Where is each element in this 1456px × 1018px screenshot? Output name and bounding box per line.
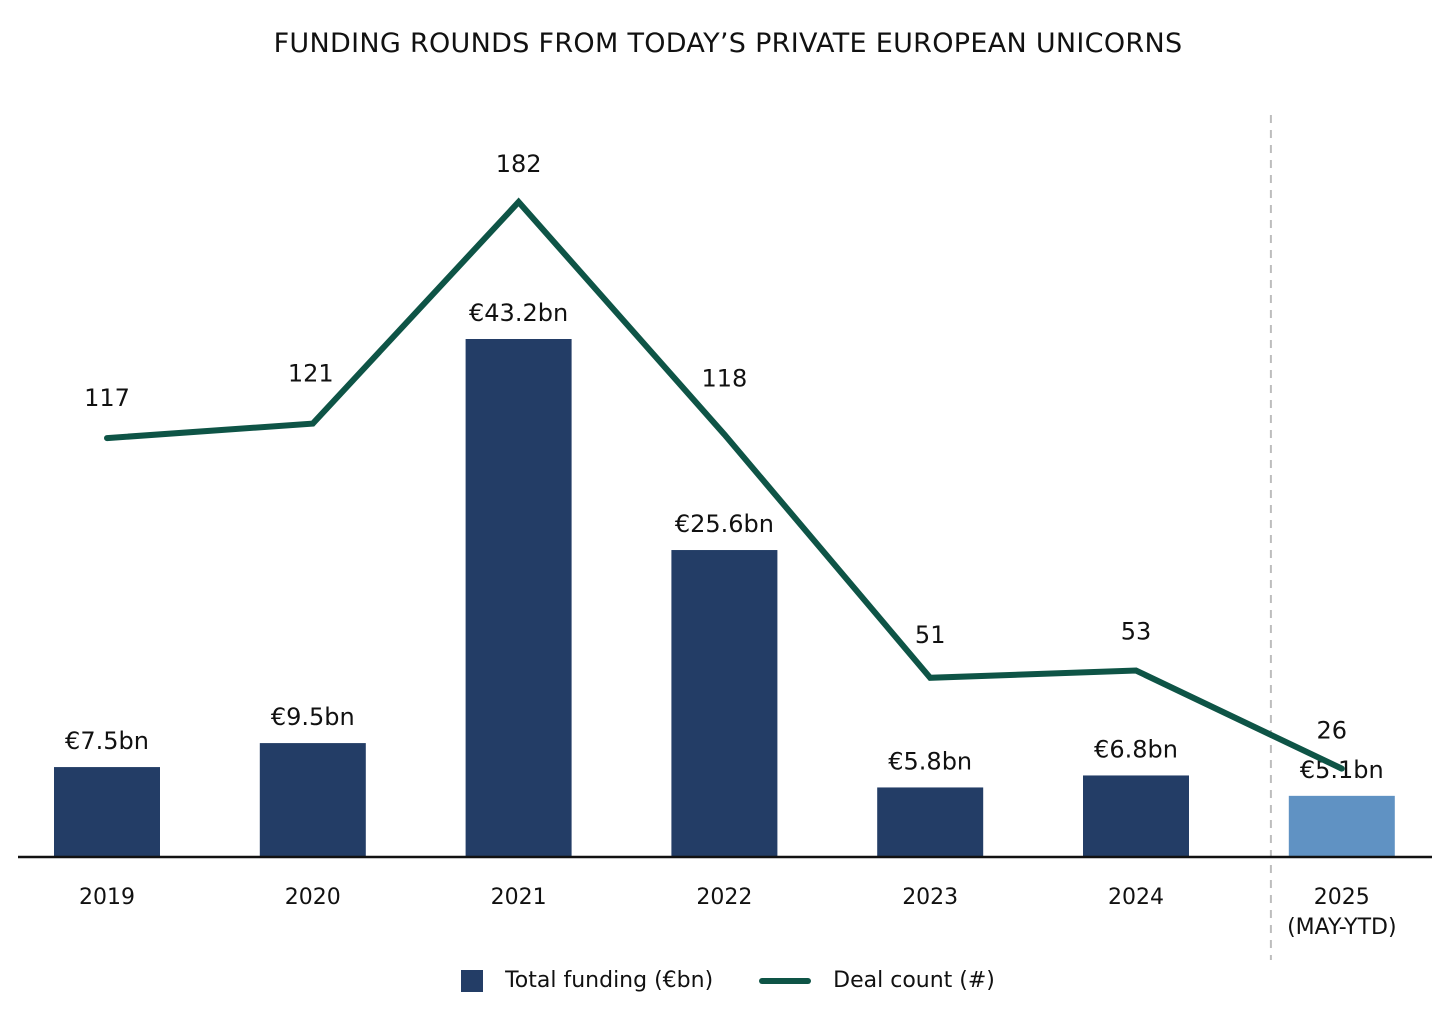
bar-2019 bbox=[54, 767, 160, 857]
deal-count-label-2020: 121 bbox=[288, 360, 334, 388]
bar-label-2021: €43.2bn bbox=[469, 299, 568, 327]
legend-label-deal-count: Deal count (#) bbox=[833, 968, 995, 993]
deal-count-label-2019: 117 bbox=[84, 384, 130, 412]
x-tick-label-2021: 2021 bbox=[491, 885, 547, 910]
legend-label-total-funding: Total funding (€bn) bbox=[505, 968, 713, 993]
bar-label-2019: €7.5bn bbox=[65, 727, 149, 755]
bar-2021 bbox=[466, 339, 572, 857]
legend-item-deal-count: Deal count (#) bbox=[759, 968, 995, 993]
x-tick-label-2024: 2024 bbox=[1108, 885, 1164, 910]
x-tick-label-2019: 2019 bbox=[79, 885, 135, 910]
legend-bar-swatch bbox=[461, 970, 483, 992]
deal-count-label-2025: 26 bbox=[1317, 717, 1348, 745]
x-tick-label-2023: 2023 bbox=[902, 885, 958, 910]
x-tick-label-2020: 2020 bbox=[285, 885, 341, 910]
bar-2024 bbox=[1083, 775, 1189, 857]
legend: Total funding (€bn) Deal count (#) bbox=[0, 968, 1456, 993]
deal-count-label-2022: 118 bbox=[701, 364, 747, 392]
bar-label-2023: €5.8bn bbox=[888, 747, 972, 775]
deal-count-label-2023: 51 bbox=[915, 621, 946, 649]
legend-line-swatch bbox=[759, 978, 811, 984]
bar-label-2022: €25.6bn bbox=[675, 510, 774, 538]
x-tick-label-2025: 2025 bbox=[1314, 885, 1370, 910]
bar-2020 bbox=[260, 743, 366, 857]
legend-item-total-funding: Total funding (€bn) bbox=[461, 968, 713, 993]
x-tick-label-2022: 2022 bbox=[696, 885, 752, 910]
bar-2022 bbox=[671, 550, 777, 857]
deal-count-label-2024: 53 bbox=[1121, 618, 1152, 646]
bar-2023 bbox=[877, 787, 983, 857]
bar-label-2024: €6.8bn bbox=[1094, 735, 1178, 763]
bar-label-2020: €9.5bn bbox=[271, 703, 355, 731]
deal-count-label-2021: 182 bbox=[496, 150, 542, 178]
x-tick-sublabel-2025: (MAY-YTD) bbox=[1287, 915, 1396, 940]
plot-area: €7.5bn€9.5bn€43.2bn€25.6bn€5.8bn €6.8bn€5… bbox=[0, 0, 1456, 960]
bar-2025 bbox=[1289, 796, 1395, 857]
